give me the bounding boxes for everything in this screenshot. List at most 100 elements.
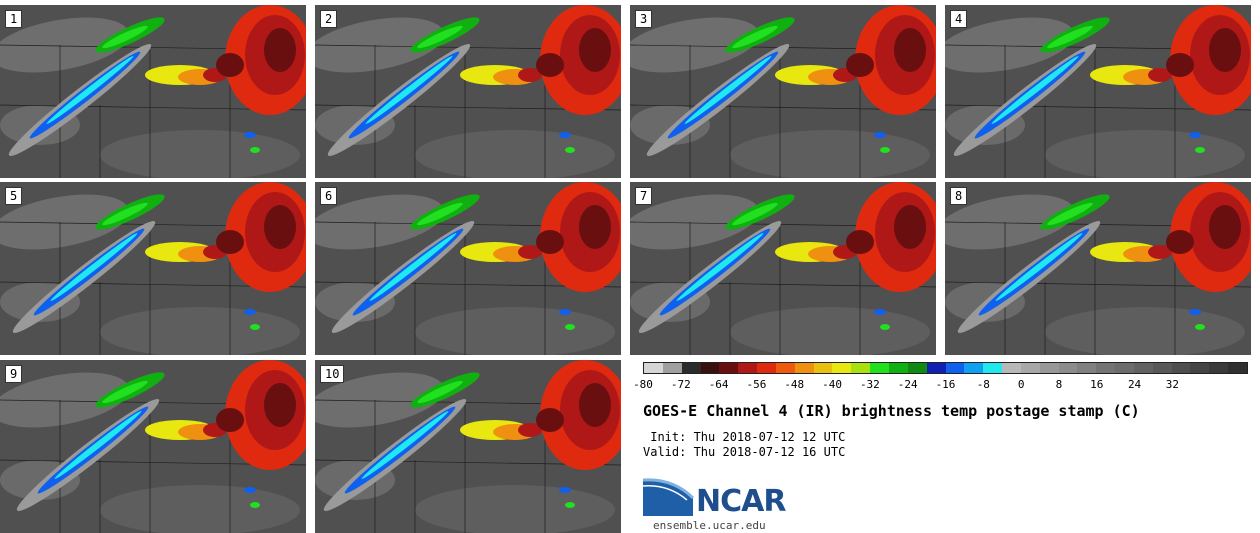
cloud-shape [250,502,260,508]
cloud-shape [559,309,571,315]
panel-number: 5 [5,187,23,205]
colorbar-segment [681,363,701,373]
colorbar-segment [1152,363,1172,373]
figure-title: GOES-E Channel 4 (IR) brightness temp po… [643,402,1140,420]
cloud-shape [894,28,926,72]
cloud-shape [250,147,260,153]
satellite-map [315,182,621,355]
colorbar-segment [945,363,965,373]
cloud-shape [846,230,874,254]
cloud-shape [846,53,874,77]
cloud-shape [1045,130,1245,178]
colorbar-segment [1190,363,1210,373]
cloud-shape [1166,230,1194,254]
colorbar-segment [983,363,1003,373]
satellite-map [0,360,306,533]
cloud-shape [369,233,457,301]
cloud-shape [1209,28,1241,72]
cloud-shape [874,309,886,315]
logo-text: NCAR [696,484,786,519]
colorbar-segment [1133,363,1153,373]
cloud-shape [684,56,772,124]
cloud-shape [1045,307,1245,355]
colorbar-segment [964,363,984,373]
cloud-shape [536,230,564,254]
cloud-shape [579,205,611,249]
panel-number: 1 [5,10,23,28]
cloud-shape [1189,132,1201,138]
cloud-shape [264,383,296,427]
colorbar-segment [1058,363,1078,373]
cloud-shape [54,411,142,479]
colorbar-segment [1039,363,1059,373]
colorbar-tick-label: -8 [976,378,990,391]
cloud-shape [732,25,778,49]
cloud-shape [417,25,463,49]
colorbar-tick-label: -40 [822,378,842,391]
satellite-map [315,5,621,178]
cloud-shape [216,53,244,77]
colorbar-segment [719,363,739,373]
ncar-logo-icon [643,478,695,516]
panel-number: 3 [635,10,653,28]
cloud-shape [1189,309,1201,315]
panel-number: 9 [5,365,23,383]
cloud-shape [1148,68,1172,82]
cloud-shape [991,56,1079,124]
postage-stamp-panel: 2 [315,5,621,178]
cloud-shape [244,487,256,493]
colorbar-segment [1020,363,1040,373]
cloud-shape [361,411,449,479]
cloud-shape [216,408,244,432]
cloud-shape [100,307,300,355]
cloud-shape [415,130,615,178]
satellite-map [0,5,306,178]
cloud-shape [415,307,615,355]
colorbar-tick-label: -64 [708,378,729,391]
cloud-shape [1047,25,1093,49]
colorbar-segment [738,363,758,373]
colorbar-segment [644,363,663,373]
cloud-shape [417,202,463,226]
cloud-shape [518,245,542,259]
satellite-map [630,5,936,178]
colorbar-segment [851,363,871,373]
cloud-shape [102,25,148,49]
cloud-shape [565,324,575,330]
cloud-shape [244,309,256,315]
cloud-shape [874,132,886,138]
colorbar-tick-label: 16 [1090,378,1104,391]
cloud-shape [565,147,575,153]
cloud-shape [518,423,542,437]
colorbar-tick-label: 24 [1127,378,1142,391]
colorbar-tick-label: -48 [784,378,805,391]
cloud-shape [50,233,138,301]
cloud-shape [536,408,564,432]
cloud-shape [732,202,778,226]
panel-number: 8 [950,187,968,205]
cloud-shape [559,132,571,138]
colorbar [643,362,1248,374]
cloud-shape [1148,245,1172,259]
cloud-shape [365,56,453,124]
panel-number: 6 [320,187,338,205]
colorbar-segment [813,363,833,373]
cloud-shape [880,324,890,330]
colorbar-segment [775,363,795,373]
satellite-map [315,360,621,533]
site-url: ensemble.ucar.edu [653,519,766,532]
colorbar-segment [926,363,946,373]
colorbar-segment [1077,363,1097,373]
colorbar-segment [1209,363,1229,373]
cloud-shape [102,202,148,226]
cloud-shape [415,485,615,533]
postage-stamp-panel: 10 [315,360,621,533]
cloud-shape [1209,205,1241,249]
colorbar-tick-label: -32 [859,378,880,391]
postage-stamp-panel: 4 [945,5,1251,178]
postage-stamp-panel: 6 [315,182,621,355]
valid-time: Valid: Thu 2018-07-12 16 UTC [643,445,846,459]
cloud-shape [565,502,575,508]
cloud-shape [894,205,926,249]
cloud-shape [250,324,260,330]
